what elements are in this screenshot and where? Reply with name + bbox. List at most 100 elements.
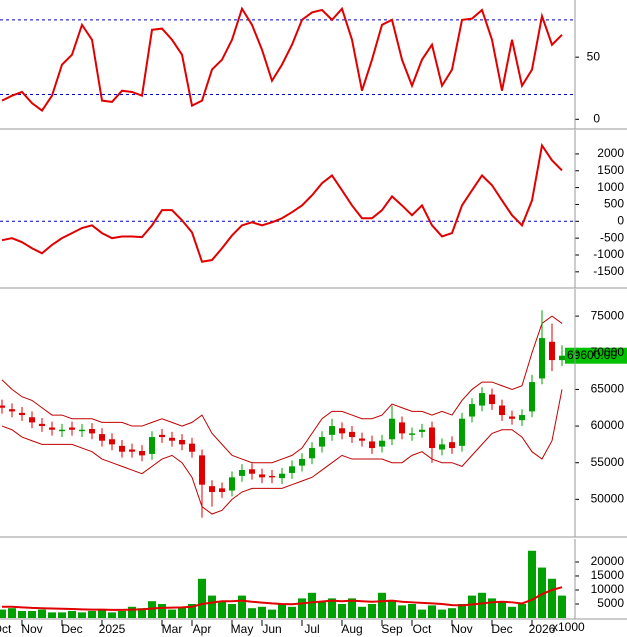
volume-bar <box>388 601 396 618</box>
volume-bar <box>498 601 506 618</box>
volume-bar <box>128 606 136 618</box>
y-tick-label: -1500 <box>593 264 624 278</box>
volume-bar <box>358 606 366 618</box>
volume-bar <box>198 578 206 618</box>
volume-bar <box>438 609 446 618</box>
volume-bar <box>488 598 496 618</box>
candle-body <box>509 416 515 419</box>
volume-bar <box>98 609 106 618</box>
candle-body <box>249 469 255 474</box>
candle-body <box>439 444 445 450</box>
candle-body <box>239 470 245 476</box>
y-tick-label: 15000 <box>591 568 625 582</box>
y-tick-label: 55000 <box>591 455 625 469</box>
candle-body <box>9 409 15 412</box>
candle-body <box>519 415 525 421</box>
y-tick-label: 75000 <box>591 308 625 322</box>
candle-body <box>219 488 225 493</box>
candle-body <box>489 394 495 405</box>
y-tick-label: 70000 <box>591 345 625 359</box>
indicator-line <box>1 6 563 113</box>
volume-bar <box>8 608 16 618</box>
x-tick-label: Sep <box>381 622 403 636</box>
volume-bar <box>168 609 176 618</box>
candle-body <box>459 418 465 446</box>
volume-bar <box>288 606 296 618</box>
candle-body <box>329 426 335 435</box>
y-tick-label: 65000 <box>591 382 625 396</box>
volume-bar <box>348 598 356 618</box>
volume-bar <box>88 610 96 618</box>
band-line <box>1 315 563 464</box>
volume-bar <box>0 609 6 618</box>
candle-body <box>419 429 425 432</box>
volume-bar <box>418 609 426 618</box>
volume-bar <box>48 612 56 618</box>
x-tick-label: Aug <box>341 622 362 636</box>
volume-bar <box>28 610 36 618</box>
y-tick-label: 0 <box>617 213 624 227</box>
candle-body <box>169 437 175 441</box>
y-tick-label: 20000 <box>591 554 625 568</box>
candle-body <box>369 441 375 449</box>
volume-bar <box>178 606 186 618</box>
candle-body <box>269 475 275 478</box>
candle-body <box>149 437 155 454</box>
y-tick-label: 10000 <box>591 582 625 596</box>
volume-bar <box>238 595 246 618</box>
y-tick-label: 60000 <box>591 418 625 432</box>
y-tick-label: 500 <box>604 197 624 211</box>
x-tick-label: Mar <box>162 622 183 636</box>
candle-body <box>349 431 355 438</box>
volume-bar <box>458 603 466 618</box>
volume-bar <box>278 603 286 618</box>
volume-ma-line <box>2 586 563 611</box>
volume-bar <box>158 603 166 618</box>
candle-body <box>319 437 325 447</box>
volume-bar <box>68 610 76 618</box>
candle-body <box>29 417 35 423</box>
volume-bar <box>378 592 386 618</box>
volume-bar <box>508 606 516 618</box>
candle-body <box>19 412 25 416</box>
volume-bar <box>448 608 456 618</box>
candle-body <box>109 439 115 445</box>
candle-body <box>529 382 535 412</box>
volume-bar <box>528 550 536 618</box>
x-tick-label: 2025 <box>99 622 126 636</box>
volume-bar <box>558 595 566 618</box>
candle-body <box>389 418 395 440</box>
last-price-box <box>565 347 627 364</box>
candle-body <box>399 422 405 434</box>
candle-body <box>299 459 305 466</box>
volume-bar <box>248 608 256 618</box>
y-tick-label: 50000 <box>591 492 625 506</box>
x-tick-label: Jul <box>304 622 319 636</box>
volume-bar <box>268 609 276 618</box>
candle-body <box>469 404 475 417</box>
volume-bar <box>518 603 526 618</box>
volume-bar <box>368 603 376 618</box>
volume-bar <box>548 578 556 618</box>
volume-bar <box>228 603 236 618</box>
volume-bar <box>468 595 476 618</box>
candle-body <box>289 466 295 473</box>
candle-body <box>69 427 75 430</box>
x-tick-label: Dec <box>491 622 512 636</box>
x-tick-label: Apr <box>193 622 212 636</box>
y-tick-label: 1000 <box>597 180 624 194</box>
candle-body <box>89 428 95 434</box>
x-tick-label: May <box>231 622 254 636</box>
volume-bar <box>78 612 86 618</box>
x-tick-label: Nov <box>451 622 472 636</box>
indicator-line <box>1 142 563 263</box>
candle-body <box>49 427 55 430</box>
candle-body <box>229 477 235 491</box>
x-tick-label: Oct <box>413 622 432 636</box>
volume-bar <box>58 612 66 618</box>
candle-body <box>499 405 505 416</box>
volume-bar <box>398 605 406 618</box>
candle-body <box>119 445 125 452</box>
